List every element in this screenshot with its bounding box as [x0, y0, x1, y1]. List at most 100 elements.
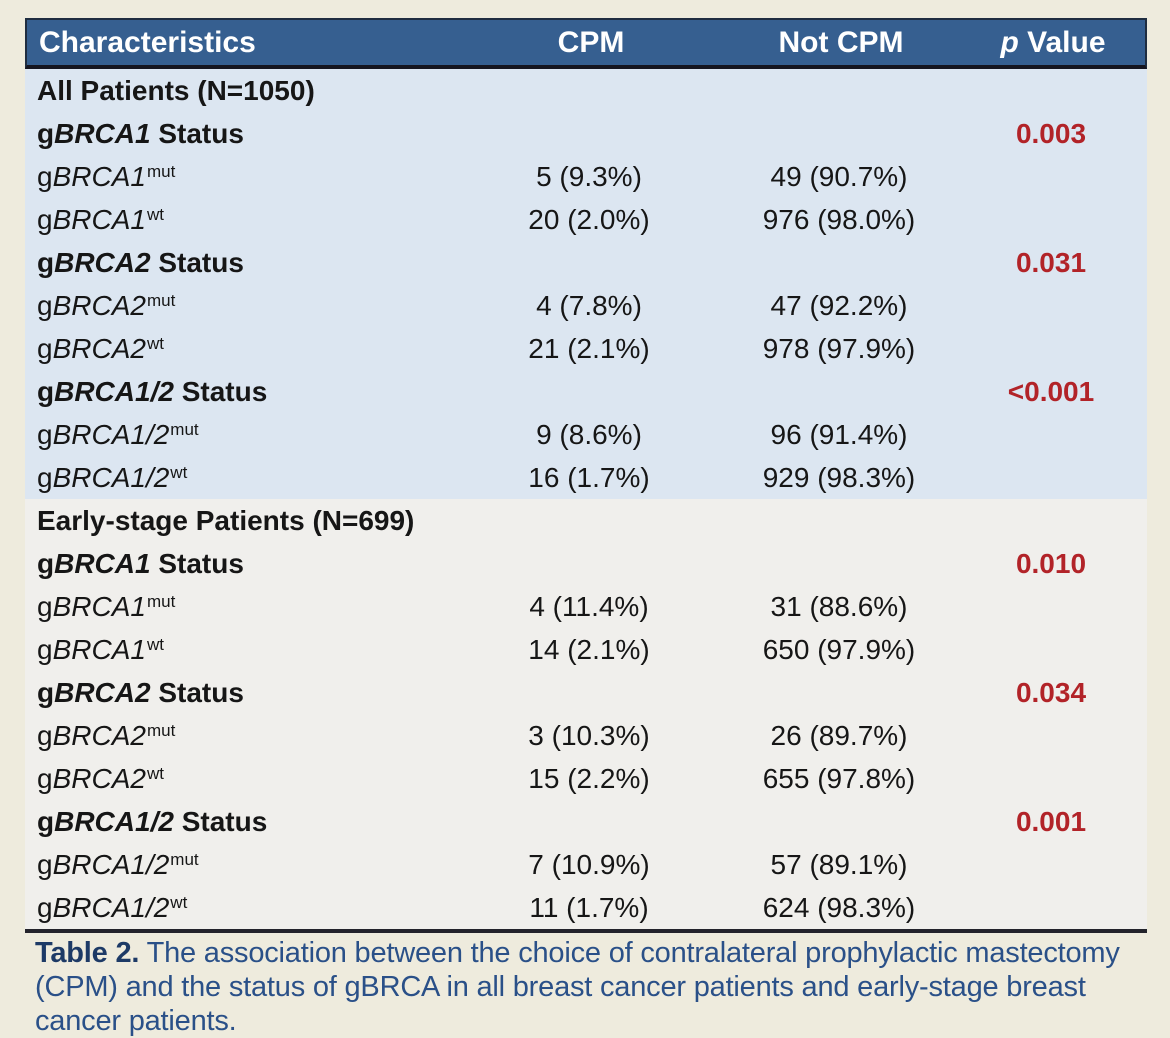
- table-caption: Table 2. The association between the cho…: [35, 936, 1135, 1038]
- data-row: gBRCA1wt 20 (2.0%) 976 (98.0%): [25, 198, 1147, 241]
- gene-prefix: g: [37, 849, 53, 880]
- gene-prefix: g: [37, 161, 53, 192]
- gene-label: gBRCA1 Status: [37, 548, 244, 579]
- gene-label: gBRCA2 Status: [37, 677, 244, 708]
- gene-superscript: mut: [146, 162, 176, 181]
- p-cell: [955, 284, 1147, 331]
- column-header-not-cpm: Not CPM: [778, 25, 904, 59]
- gene-prefix: g: [37, 591, 53, 622]
- p-value-rest: Value: [1018, 25, 1106, 59]
- p-cell: [955, 585, 1147, 632]
- not-cpm-cell: 929 (98.3%): [762, 462, 916, 493]
- data-row: gBRCA1mut 5 (9.3%) 49 (90.7%): [25, 155, 1147, 198]
- gene-name: BRCA1: [52, 204, 146, 235]
- gene-superscript: mut: [170, 850, 199, 869]
- bottom-rule: [25, 929, 1147, 933]
- gene-label: gBRCA1mut: [37, 161, 175, 192]
- gene-superscript: wt: [146, 334, 164, 353]
- section-title-row: Early-stage Patients (N=699): [25, 499, 1147, 542]
- cpm-cell: [455, 241, 723, 284]
- gene-superscript: wt: [170, 463, 188, 482]
- gene-cell: gBRCA2wt: [25, 757, 455, 804]
- p-value: 0.003: [1015, 118, 1087, 149]
- gene-cell: gBRCA2mut: [25, 284, 455, 331]
- gene-cell: gBRCA1wt: [25, 628, 455, 675]
- gene-superscript: mut: [146, 721, 176, 740]
- p-value: 0.034: [1015, 677, 1087, 708]
- gene-label: gBRCA1/2mut: [37, 849, 199, 880]
- table-body: All Patients (N=1050) gBRCA1 Status 0.003 g…: [25, 69, 1147, 929]
- gene-name: BRCA1/2: [52, 849, 170, 880]
- data-table: Characteristics CPM Not CPM p Value All …: [25, 18, 1147, 929]
- gene-cell: gBRCA1/2wt: [25, 886, 455, 933]
- cpm-cell: 11 (1.7%): [529, 892, 649, 923]
- cpm-cell: 21 (2.1%): [528, 333, 650, 364]
- not-cpm-cell: 49 (90.7%): [770, 161, 908, 192]
- status-suffix: Status: [150, 247, 244, 278]
- cpm-cell: 16 (1.7%): [528, 462, 650, 493]
- status-suffix: Status: [173, 376, 268, 407]
- not-cpm-cell: [723, 800, 955, 843]
- gene-prefix: g: [37, 720, 53, 751]
- gene-prefix: g: [37, 634, 53, 665]
- gene-name: BRCA1/2: [52, 462, 170, 493]
- cpm-cell: [455, 800, 723, 843]
- gene-name: BRCA2: [52, 290, 146, 321]
- gene-cell: gBRCA1/2mut: [25, 413, 455, 460]
- gene-superscript: mut: [170, 420, 199, 439]
- gene-label: gBRCA1mut: [37, 591, 175, 622]
- gene-label: gBRCA2wt: [37, 763, 164, 794]
- cpm-cell: 15 (2.2%): [528, 763, 650, 794]
- gene-prefix: g: [37, 376, 55, 407]
- gene-label: gBRCA2mut: [37, 290, 175, 321]
- p-cell: [955, 198, 1147, 245]
- not-cpm-cell: 978 (97.9%): [762, 333, 916, 364]
- gene-prefix: g: [37, 763, 53, 794]
- status-label: gBRCA2 Status: [25, 241, 455, 284]
- gene-cell: gBRCA2wt: [25, 327, 455, 374]
- cpm-cell: 3 (10.3%): [528, 720, 650, 751]
- data-row: gBRCA1wt 14 (2.1%) 650 (97.9%): [25, 628, 1147, 671]
- gene-label: gBRCA1wt: [37, 204, 164, 235]
- not-cpm-cell: 26 (89.7%): [770, 720, 908, 751]
- data-row: gBRCA1/2wt 16 (1.7%) 929 (98.3%): [25, 456, 1147, 499]
- status-label: gBRCA1/2 Status: [25, 800, 455, 843]
- p-italic: p: [1000, 25, 1019, 59]
- p-cell: [955, 886, 1147, 933]
- status-label: gBRCA1 Status: [25, 542, 455, 585]
- gene-superscript: wt: [170, 893, 188, 912]
- gene-superscript: wt: [146, 635, 164, 654]
- cpm-cell: 14 (2.1%): [528, 634, 650, 665]
- gene-name: BRCA2: [54, 247, 151, 278]
- not-cpm-cell: [723, 542, 955, 585]
- gene-name: BRCA1: [54, 548, 151, 579]
- gene-name: BRCA1/2: [54, 376, 174, 407]
- not-cpm-cell: [723, 241, 955, 284]
- data-row: gBRCA1mut 4 (11.4%) 31 (88.6%): [25, 585, 1147, 628]
- gene-prefix: g: [37, 290, 53, 321]
- not-cpm-cell: [723, 112, 955, 155]
- gene-label: gBRCA2mut: [37, 720, 175, 751]
- gene-label: gBRCA1/2mut: [37, 419, 199, 450]
- gene-name: BRCA2: [52, 763, 146, 794]
- status-row: gBRCA1/2 Status 0.001: [25, 800, 1147, 843]
- column-header-cpm: CPM: [557, 25, 625, 59]
- gene-label: gBRCA2wt: [37, 333, 164, 364]
- table-section: All Patients (N=1050) g BRCA1 Status 0.003 g…: [25, 69, 1147, 499]
- gene-label: gBRCA1wt: [37, 634, 164, 665]
- data-row: gBRCA1/2mut 7 (10.9%) 57 (89.1%): [25, 843, 1147, 886]
- status-label: gBRCA1/2 Status: [25, 370, 455, 413]
- status-row: gBRCA2 Status 0.034: [25, 671, 1147, 714]
- gene-cell: gBRCA1/2wt: [25, 456, 455, 503]
- gene-superscript: wt: [146, 205, 164, 224]
- caption-label: Table 2.: [35, 937, 140, 969]
- gene-prefix: g: [37, 892, 53, 923]
- table-header-row: Characteristics CPM Not CPM p Value: [25, 18, 1147, 69]
- gene-prefix: g: [37, 548, 55, 579]
- cpm-cell: [455, 112, 723, 155]
- not-cpm-cell: 96 (91.4%): [770, 419, 908, 450]
- data-row: gBRCA2mut 3 (10.3%) 26 (89.7%): [25, 714, 1147, 757]
- gene-label: gBRCA1/2wt: [37, 892, 187, 923]
- gene-superscript: wt: [146, 764, 164, 783]
- section-title-row: All Patients (N=1050): [25, 69, 1147, 112]
